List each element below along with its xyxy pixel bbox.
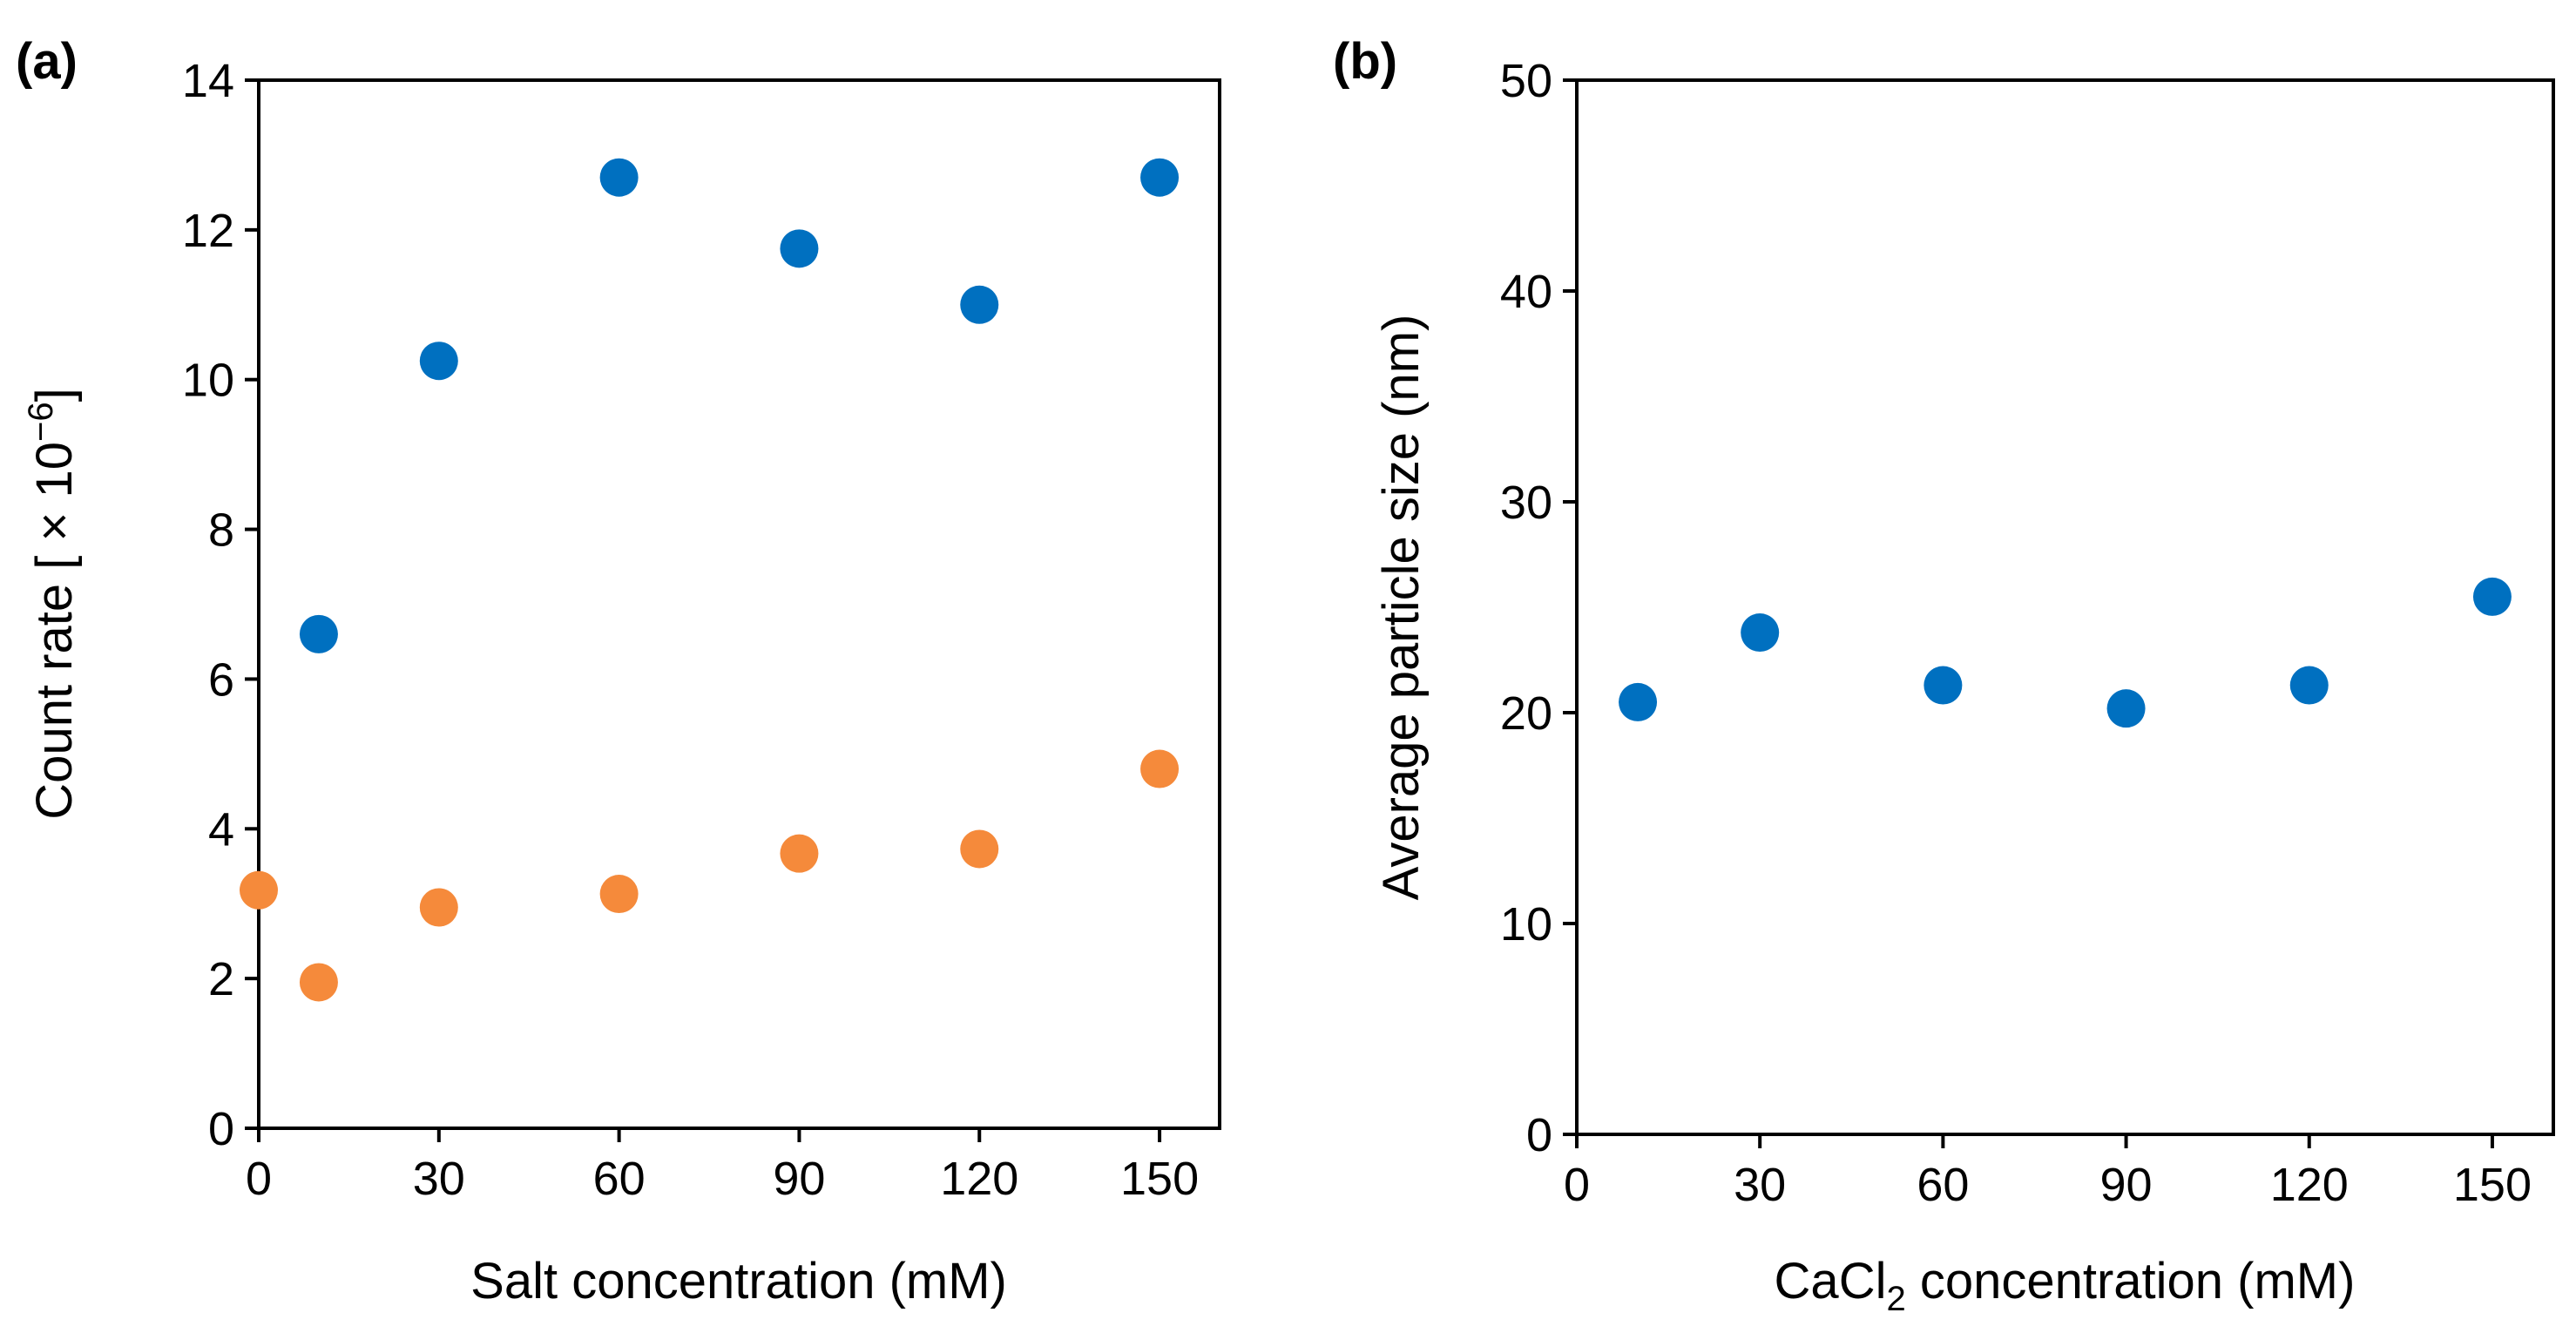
y-tick-label: 14 <box>182 55 234 107</box>
panel-b-y-axis-label: Average particle size (nm) <box>1373 315 1430 901</box>
x-tick-label: 150 <box>2453 1159 2532 1211</box>
x-tick-label: 30 <box>1734 1159 1786 1211</box>
y-tick-label: 0 <box>1526 1109 1552 1161</box>
data-point-series-1 <box>960 285 999 324</box>
data-point-series-1 <box>2289 666 2329 705</box>
panel-a-axes: 0 2 4 6 8 10 12 14 0 30 60 90 120 150 <box>182 55 1199 1205</box>
data-point-series-1 <box>2472 577 2512 616</box>
data-point-series-2 <box>299 963 338 1002</box>
data-point-series-2 <box>240 870 278 910</box>
data-point-series-1 <box>419 342 458 381</box>
y-tick-label: 12 <box>182 205 234 257</box>
panel-b: (b) 0 10 20 30 40 50 0 30 60 90 120 150 CaCl2 conce… <box>1333 33 2555 1318</box>
data-point-series-2 <box>1140 749 1180 788</box>
panel-a-label: (a) <box>16 33 78 90</box>
x-tick-label: 30 <box>413 1153 465 1205</box>
x-tick-label: 0 <box>246 1153 272 1205</box>
x-tick-label: 0 <box>1564 1159 1590 1211</box>
data-point-series-1 <box>1140 158 1180 197</box>
x-tick-label: 150 <box>1120 1153 1199 1205</box>
panel-a-x-axis-label: Salt concentration (mM) <box>470 1253 1007 1309</box>
panel-b-plot-frame <box>1575 78 2555 1136</box>
x-tick-label: 120 <box>940 1153 1018 1205</box>
panel-a-points <box>240 158 1180 1002</box>
data-point-series-2 <box>599 875 639 914</box>
panel-b-points <box>1619 577 2512 728</box>
panel-a: (a) 0 2 4 6 8 10 12 14 0 30 60 90 120 150 Salt concen… <box>16 33 1221 1309</box>
y-tick-label: 20 <box>1500 687 1552 740</box>
panel-b-x-axis-label: CaCl2 concentration (mM) <box>1775 1253 2356 1318</box>
panel-a-plot-frame <box>257 78 1221 1130</box>
data-point-series-1 <box>2106 689 2146 728</box>
x-tick-label: 60 <box>1917 1159 1969 1211</box>
y-tick-label: 40 <box>1500 266 1552 318</box>
y-tick-label: 6 <box>208 653 234 706</box>
y-tick-label: 2 <box>208 953 234 1005</box>
panel-b-axes: 0 10 20 30 40 50 0 30 60 90 120 150 <box>1500 55 2532 1211</box>
x-tick-label: 60 <box>593 1153 646 1205</box>
x-tick-label: 120 <box>2270 1159 2349 1211</box>
data-point-series-2 <box>960 829 999 869</box>
panel-b-label: (b) <box>1333 33 1397 90</box>
y-tick-label: 50 <box>1500 55 1552 107</box>
y-tick-label: 0 <box>208 1103 234 1155</box>
x-tick-label: 90 <box>773 1153 825 1205</box>
data-point-series-2 <box>419 888 458 927</box>
data-point-series-2 <box>780 834 819 873</box>
data-point-series-1 <box>1741 613 1780 653</box>
data-point-series-1 <box>780 229 819 268</box>
y-tick-label: 30 <box>1500 477 1552 529</box>
data-point-series-1 <box>1924 666 1963 705</box>
y-tick-label: 10 <box>182 355 234 407</box>
y-tick-label: 8 <box>208 504 234 557</box>
data-point-series-1 <box>599 158 639 197</box>
data-point-series-1 <box>299 614 338 653</box>
y-tick-label: 10 <box>1500 898 1552 951</box>
panel-a-y-axis-label: Count rate [ × 10−6] <box>22 388 83 819</box>
data-point-series-1 <box>1619 682 1658 721</box>
y-tick-label: 4 <box>208 803 234 856</box>
x-tick-label: 90 <box>2100 1159 2153 1211</box>
